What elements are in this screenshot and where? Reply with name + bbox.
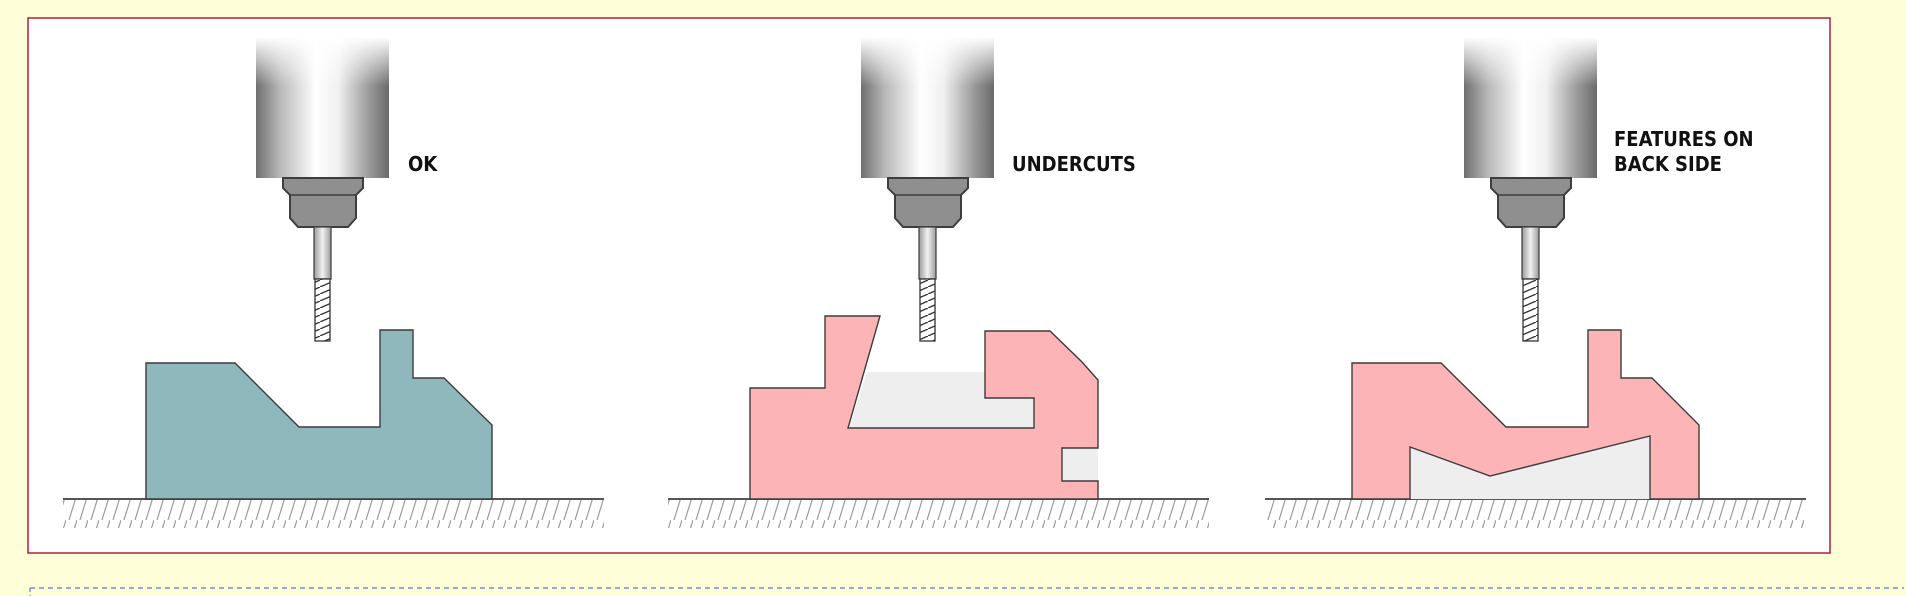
- ground-hatching: [63, 500, 604, 528]
- tool-shank: [313, 226, 332, 280]
- end-mill-flutes: [919, 278, 936, 342]
- end-mill-flutes: [1522, 278, 1539, 342]
- workpiece: [1351, 329, 1700, 500]
- collet-nut: [1490, 177, 1572, 228]
- panel-undercuts: UNDERCUTS: [668, 37, 1209, 528]
- panel-ok: OK: [63, 37, 604, 528]
- panel-back-side-features: FEATURES ON BACK SIDE: [1265, 37, 1806, 528]
- milling-tool: [256, 37, 389, 342]
- milling-tool: [861, 37, 994, 342]
- ground-hatching: [1265, 500, 1806, 528]
- panel-label-ok: OK: [408, 152, 438, 176]
- tool-shank: [918, 226, 937, 280]
- workpiece: [145, 329, 493, 500]
- collet-nut: [282, 177, 364, 228]
- panel-label-line: FEATURES ON: [1614, 127, 1754, 151]
- end-mill-flutes: [314, 278, 331, 342]
- ground-hatching: [668, 500, 1209, 528]
- panel-label-line: OK: [408, 152, 438, 176]
- panel-label-line: BACK SIDE: [1614, 152, 1722, 176]
- unreachable-region: [849, 372, 1034, 428]
- unreachable-region: [1062, 448, 1098, 481]
- milling-tool: [1464, 37, 1597, 342]
- unreachable-region: [1410, 436, 1650, 499]
- panel-label-undercuts: UNDERCUTS: [1012, 152, 1136, 176]
- workpiece: [749, 315, 1099, 500]
- panel-label-line: UNDERCUTS: [1012, 152, 1136, 176]
- tool-shank: [1521, 226, 1540, 280]
- collet-nut: [887, 177, 969, 228]
- panel-label-back-side: FEATURES ON BACK SIDE: [1614, 127, 1760, 176]
